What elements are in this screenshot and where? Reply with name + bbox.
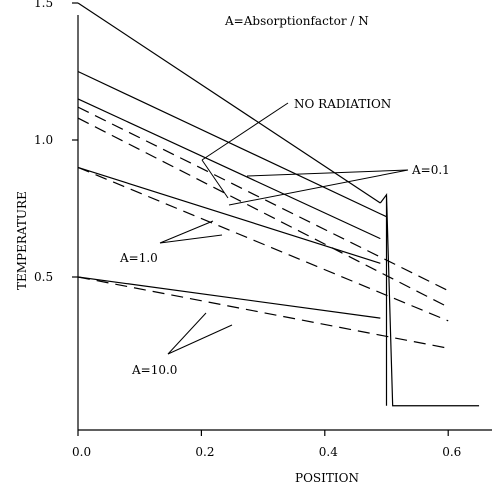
solid-series-line-3 — [77, 166, 381, 264]
annotation-leaders — [159, 102, 409, 355]
x-axis-title: POSITION — [295, 471, 359, 485]
a-0-1-leader — [246, 169, 409, 177]
annotation-no-radiation: NO RADIATION — [294, 97, 391, 111]
annotation-a-0-1: A=0.1 — [411, 163, 450, 177]
x-tick-label: 0.0 — [72, 445, 91, 459]
x-tick-label: 0.6 — [442, 445, 461, 459]
annotation-a-10-0: A=10.0 — [131, 363, 177, 377]
y-tick-label: 0.5 — [34, 270, 53, 284]
y-tick-label: 1.5 — [34, 0, 53, 10]
dashed-series-line-7 — [77, 166, 449, 322]
a-10-0-leader — [167, 324, 233, 355]
series-lines — [77, 2, 480, 407]
solid-series-line-0 — [77, 2, 381, 204]
a-1-0-leader — [159, 234, 223, 244]
no-radiation-leader — [201, 159, 229, 199]
y-axis-ticks: 0.5 1.0 1.5 — [34, 0, 78, 284]
x-axis-ticks: 0.0 0.2 0.4 0.6 — [72, 430, 461, 459]
no-radiation-leader — [201, 102, 289, 161]
x-tick-label: 0.4 — [319, 445, 338, 459]
y-tick-label: 1.0 — [34, 133, 53, 147]
a-1-0-leader — [159, 220, 214, 244]
interface-drop-line — [379, 193, 480, 407]
solid-series-line-4 — [77, 276, 381, 319]
dashed-series-line-6 — [77, 117, 449, 308]
a-0-1-leader — [228, 169, 409, 206]
solid-series-line-1 — [77, 70, 387, 218]
x-tick-label: 0.2 — [195, 445, 214, 459]
annotation-a-1-0: A=1.0 — [119, 251, 158, 265]
chart-title: A=Absorptionfactor / N — [224, 14, 369, 28]
axes — [77, 15, 492, 431]
dashed-series-line-8 — [77, 276, 449, 349]
a-10-0-leader — [167, 312, 207, 355]
y-axis-title: TEMPERATURE — [15, 191, 29, 290]
solid-series-line-2 — [77, 98, 381, 240]
